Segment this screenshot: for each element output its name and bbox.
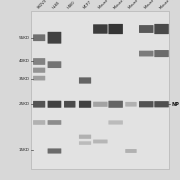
FancyBboxPatch shape: [154, 24, 169, 34]
FancyBboxPatch shape: [33, 76, 45, 80]
FancyBboxPatch shape: [48, 101, 61, 108]
Text: 15KD: 15KD: [19, 148, 30, 152]
FancyBboxPatch shape: [108, 101, 123, 108]
FancyBboxPatch shape: [154, 101, 169, 107]
FancyBboxPatch shape: [33, 58, 45, 65]
FancyBboxPatch shape: [64, 101, 75, 108]
FancyBboxPatch shape: [154, 50, 169, 57]
Text: 40KD: 40KD: [19, 59, 30, 64]
FancyBboxPatch shape: [93, 140, 108, 143]
FancyBboxPatch shape: [108, 24, 123, 34]
Text: Mouse brain: Mouse brain: [143, 0, 162, 10]
FancyBboxPatch shape: [139, 101, 154, 107]
Text: MCF7: MCF7: [82, 0, 92, 10]
Text: SKOV3: SKOV3: [36, 0, 48, 10]
FancyBboxPatch shape: [48, 61, 61, 68]
FancyBboxPatch shape: [93, 102, 108, 107]
FancyBboxPatch shape: [79, 141, 91, 145]
Text: Mouse fat: Mouse fat: [128, 0, 144, 10]
FancyBboxPatch shape: [108, 120, 123, 125]
FancyBboxPatch shape: [79, 101, 91, 108]
Text: HL60: HL60: [52, 0, 61, 10]
FancyBboxPatch shape: [139, 25, 154, 33]
FancyBboxPatch shape: [48, 32, 61, 44]
FancyBboxPatch shape: [139, 51, 154, 57]
FancyBboxPatch shape: [33, 120, 45, 125]
Text: 55KD: 55KD: [19, 36, 30, 40]
FancyBboxPatch shape: [79, 135, 91, 139]
FancyBboxPatch shape: [79, 77, 91, 84]
FancyBboxPatch shape: [93, 24, 108, 34]
Text: NP: NP: [171, 102, 179, 107]
FancyBboxPatch shape: [33, 68, 45, 73]
FancyBboxPatch shape: [33, 101, 45, 108]
FancyBboxPatch shape: [33, 34, 45, 41]
FancyBboxPatch shape: [48, 120, 61, 125]
Text: H460: H460: [67, 0, 76, 10]
Text: Mouse kidney: Mouse kidney: [113, 0, 133, 10]
Bar: [31, 11, 169, 169]
Text: 35KD: 35KD: [19, 77, 30, 81]
FancyBboxPatch shape: [125, 102, 137, 107]
Text: 25KD: 25KD: [19, 102, 30, 106]
FancyBboxPatch shape: [125, 149, 137, 153]
Text: Mouse liver: Mouse liver: [98, 0, 115, 10]
FancyBboxPatch shape: [48, 148, 61, 154]
Text: Mouse lung: Mouse lung: [159, 0, 176, 10]
